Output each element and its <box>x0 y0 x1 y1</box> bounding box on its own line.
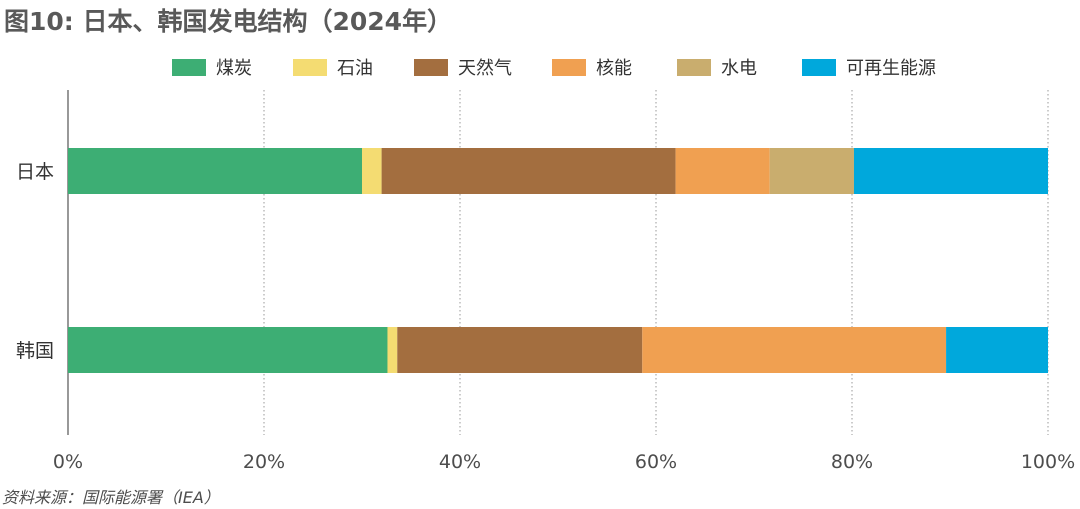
bar-segment-korea-oil <box>387 327 398 373</box>
legend-swatch-oil <box>293 58 327 76</box>
legend-swatch-nuclear <box>552 58 586 76</box>
bar-segment-japan-oil <box>362 148 382 194</box>
category-label-korea: 韩国 <box>16 340 54 362</box>
legend-label-hydro: 水电 <box>721 58 757 79</box>
legend-item-nuclear: 核能 <box>552 54 632 80</box>
bar-segment-korea-coal <box>68 327 388 373</box>
legend-swatch-renewables <box>802 58 836 76</box>
legend-item-oil: 石油 <box>293 54 373 80</box>
bar-segment-japan-coal <box>68 148 362 194</box>
x-tick-label: 100% <box>1021 451 1075 473</box>
legend-label-oil: 石油 <box>337 58 373 79</box>
legend-label-nuclear: 核能 <box>596 58 632 79</box>
legend-swatch-coal <box>172 58 206 76</box>
source-note: 资料来源：国际能源署（IEA） <box>2 488 220 507</box>
bar-segment-japan-renewables <box>853 148 1048 194</box>
chart-title: 图10: 日本、韩国发电结构（2024年） <box>4 7 453 36</box>
x-tick-label: 40% <box>439 451 481 473</box>
legend-item-hydro: 水电 <box>677 54 757 80</box>
x-tick-label: 60% <box>635 451 677 473</box>
legend-label-renewables: 可再生能源 <box>846 58 936 79</box>
bar-segment-korea-nuclear <box>642 327 947 373</box>
legend: 煤炭 石油 天然气 核能 水电 可再生能源 <box>0 54 1080 80</box>
legend-item-gas: 天然气 <box>414 54 512 80</box>
legend-item-coal: 煤炭 <box>172 54 252 80</box>
x-tick-label: 20% <box>243 451 285 473</box>
legend-label-coal: 煤炭 <box>216 58 252 79</box>
legend-swatch-hydro <box>677 58 711 76</box>
x-tick-label: 80% <box>831 451 873 473</box>
legend-item-renewables: 可再生能源 <box>802 54 936 80</box>
bar-segment-korea-renewables <box>946 327 1048 373</box>
bar-segment-japan-nuclear <box>675 148 770 194</box>
x-tick-label: 0% <box>53 451 83 473</box>
category-label-japan: 日本 <box>16 161 54 183</box>
bar-segment-japan-gas <box>381 148 676 194</box>
legend-label-gas: 天然气 <box>458 58 512 79</box>
legend-swatch-gas <box>414 58 448 76</box>
bar-segment-japan-hydro <box>769 148 854 194</box>
bar-segment-korea-gas <box>397 327 643 373</box>
